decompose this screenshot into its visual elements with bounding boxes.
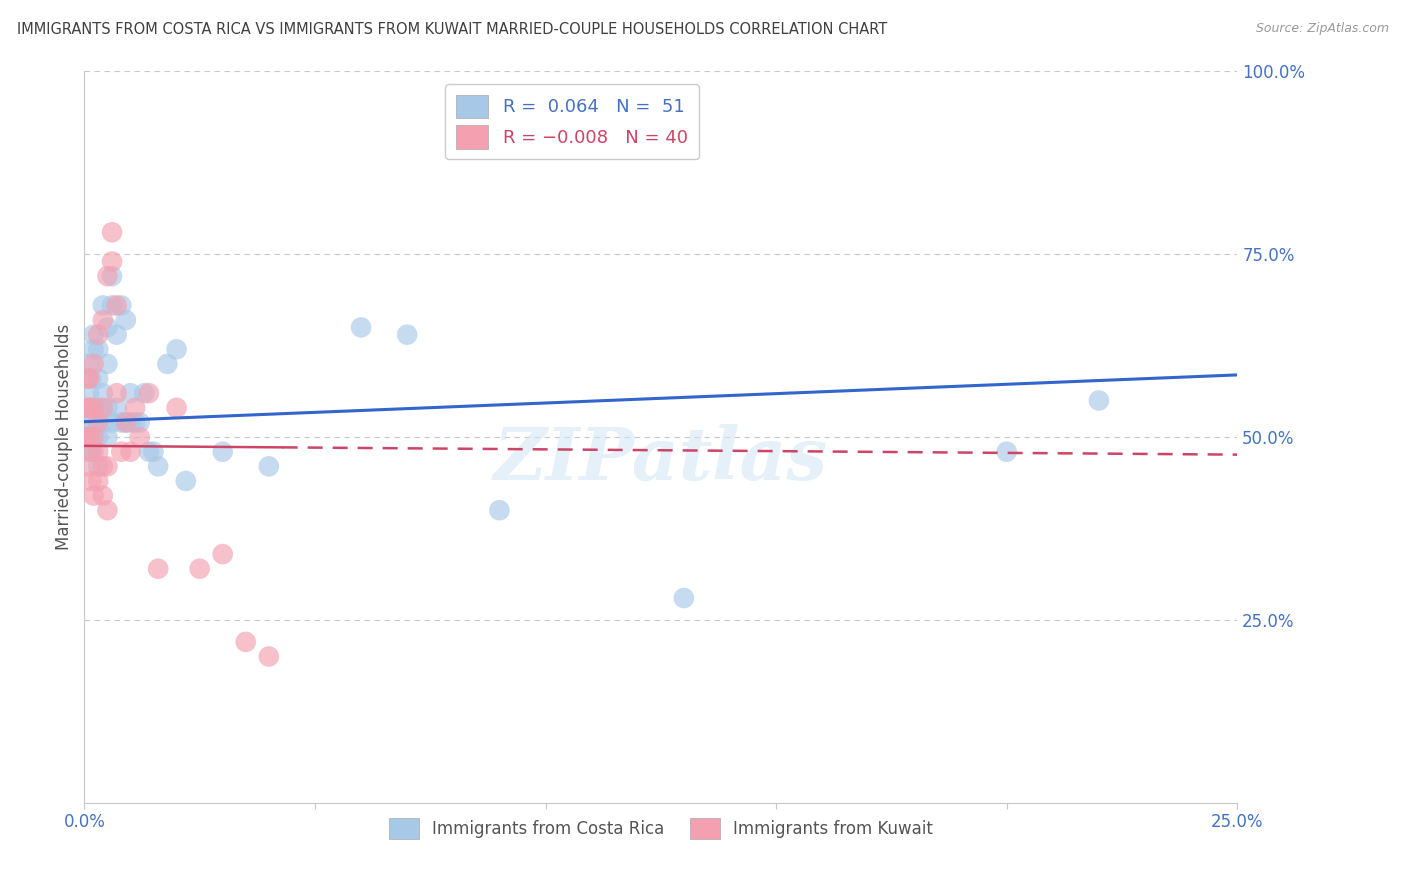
Point bbox=[995, 444, 1018, 458]
Point bbox=[134, 386, 156, 401]
Point bbox=[146, 562, 169, 576]
Point bbox=[96, 357, 118, 371]
Point bbox=[257, 649, 280, 664]
Point bbox=[350, 320, 373, 334]
Point bbox=[91, 416, 114, 430]
Point bbox=[87, 416, 110, 430]
Point bbox=[211, 444, 233, 458]
Point bbox=[83, 489, 105, 503]
Point bbox=[105, 401, 128, 415]
Point bbox=[105, 327, 128, 342]
Point bbox=[128, 416, 150, 430]
Point bbox=[138, 386, 160, 401]
Point bbox=[87, 401, 110, 415]
Point bbox=[76, 430, 98, 444]
Point bbox=[91, 401, 114, 415]
Point bbox=[80, 474, 103, 488]
Point bbox=[488, 503, 510, 517]
Point bbox=[91, 386, 114, 401]
Point bbox=[110, 298, 132, 312]
Point bbox=[257, 459, 280, 474]
Text: IMMIGRANTS FROM COSTA RICA VS IMMIGRANTS FROM KUWAIT MARRIED-COUPLE HOUSEHOLDS C: IMMIGRANTS FROM COSTA RICA VS IMMIGRANTS… bbox=[17, 22, 887, 37]
Point bbox=[166, 401, 188, 415]
Point bbox=[83, 327, 105, 342]
Point bbox=[80, 371, 103, 385]
Point bbox=[396, 327, 419, 342]
Point bbox=[77, 430, 100, 444]
Point bbox=[96, 269, 118, 284]
Point bbox=[91, 313, 114, 327]
Point bbox=[83, 444, 105, 458]
Point bbox=[77, 386, 100, 401]
Point bbox=[91, 298, 114, 312]
Point bbox=[105, 386, 128, 401]
Legend: Immigrants from Costa Rica, Immigrants from Kuwait: Immigrants from Costa Rica, Immigrants f… bbox=[382, 811, 939, 846]
Point bbox=[120, 416, 142, 430]
Point bbox=[77, 401, 100, 415]
Point bbox=[77, 416, 100, 430]
Point bbox=[77, 459, 100, 474]
Point bbox=[80, 444, 103, 458]
Point bbox=[83, 357, 105, 371]
Point bbox=[77, 371, 100, 385]
Point bbox=[211, 547, 233, 561]
Point bbox=[110, 444, 132, 458]
Point bbox=[83, 343, 105, 357]
Point bbox=[115, 416, 138, 430]
Point bbox=[188, 562, 211, 576]
Point bbox=[96, 503, 118, 517]
Y-axis label: Married-couple Households: Married-couple Households bbox=[55, 324, 73, 550]
Point bbox=[76, 401, 98, 415]
Point bbox=[96, 320, 118, 334]
Point bbox=[120, 386, 142, 401]
Point bbox=[75, 430, 97, 444]
Point bbox=[138, 444, 160, 458]
Point bbox=[77, 371, 100, 385]
Text: Source: ZipAtlas.com: Source: ZipAtlas.com bbox=[1256, 22, 1389, 36]
Point bbox=[87, 474, 110, 488]
Point bbox=[235, 635, 257, 649]
Point bbox=[174, 474, 197, 488]
Point bbox=[96, 459, 118, 474]
Point bbox=[96, 401, 118, 415]
Point bbox=[77, 444, 100, 458]
Point bbox=[77, 357, 100, 371]
Point bbox=[115, 416, 138, 430]
Point bbox=[87, 327, 110, 342]
Point bbox=[1088, 393, 1111, 408]
Point bbox=[120, 444, 142, 458]
Point bbox=[115, 313, 138, 327]
Point bbox=[83, 416, 105, 430]
Point bbox=[124, 401, 146, 415]
Point bbox=[110, 416, 132, 430]
Point bbox=[101, 225, 124, 239]
Point bbox=[142, 444, 165, 458]
Point bbox=[87, 430, 110, 444]
Point bbox=[124, 416, 146, 430]
Text: ZIPatlas: ZIPatlas bbox=[494, 424, 828, 494]
Point bbox=[87, 459, 110, 474]
Point bbox=[87, 343, 110, 357]
Point bbox=[80, 401, 103, 415]
Point bbox=[128, 430, 150, 444]
Point bbox=[156, 357, 179, 371]
Point bbox=[87, 371, 110, 385]
Point bbox=[672, 591, 695, 605]
Point bbox=[101, 298, 124, 312]
Point bbox=[83, 401, 105, 415]
Point bbox=[166, 343, 188, 357]
Point bbox=[91, 489, 114, 503]
Point bbox=[101, 416, 124, 430]
Point bbox=[105, 298, 128, 312]
Point bbox=[96, 430, 118, 444]
Point bbox=[83, 430, 105, 444]
Point bbox=[101, 254, 124, 268]
Point bbox=[146, 459, 169, 474]
Point bbox=[91, 459, 114, 474]
Point bbox=[87, 444, 110, 458]
Point bbox=[101, 269, 124, 284]
